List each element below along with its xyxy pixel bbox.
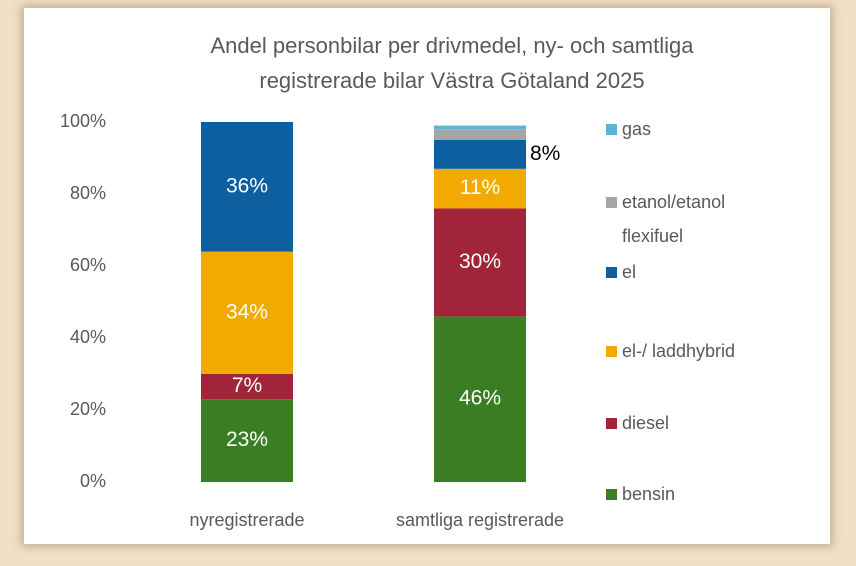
y-tick-label: 20% bbox=[70, 399, 106, 419]
legend-label: el bbox=[622, 262, 637, 282]
legend-swatch bbox=[606, 197, 617, 208]
legend-swatch bbox=[606, 346, 617, 357]
chart-panel bbox=[24, 8, 830, 544]
legend-item: diesel bbox=[606, 406, 806, 440]
legend-swatch bbox=[606, 489, 617, 500]
data-label: 23% bbox=[226, 428, 268, 451]
data-label: 11% bbox=[460, 176, 500, 199]
chart-title: registrerade bilar Västra Götaland 2025 bbox=[259, 68, 644, 93]
x-tick-label: nyregistrerade bbox=[189, 510, 304, 530]
bar-segment bbox=[434, 208, 526, 317]
y-tick-label: 80% bbox=[70, 183, 106, 203]
bar-segment bbox=[201, 399, 293, 482]
chart-title: Andel personbilar per drivmedel, ny- och… bbox=[210, 33, 694, 58]
legend-label: gas bbox=[622, 119, 652, 139]
y-tick-label: 100% bbox=[60, 111, 106, 131]
legend-label: el-/ laddhybrid bbox=[622, 341, 736, 361]
bar-segment bbox=[434, 168, 526, 209]
legend-label: bensin bbox=[622, 484, 676, 504]
legend-item: gas bbox=[606, 112, 806, 146]
legend-swatch bbox=[606, 418, 617, 429]
data-label: 34% bbox=[226, 300, 268, 323]
bar-segment bbox=[434, 125, 526, 130]
x-tick-label: samtliga registrerade bbox=[396, 510, 564, 530]
legend-swatch bbox=[606, 267, 617, 278]
data-label: 30% bbox=[459, 250, 501, 273]
data-label: 46% bbox=[459, 387, 501, 410]
legend-label: diesel bbox=[622, 413, 670, 433]
bar-segment bbox=[201, 251, 293, 374]
bar-segment bbox=[434, 129, 526, 140]
y-tick-label: 0% bbox=[80, 471, 106, 491]
y-tick-label: 60% bbox=[70, 255, 106, 275]
bar-segment bbox=[434, 316, 526, 482]
legend-label: etanol/etanol flexifuel bbox=[622, 192, 726, 246]
legend-item: el bbox=[606, 255, 806, 289]
data-label: 8% bbox=[530, 142, 560, 165]
data-label: 36% bbox=[226, 174, 268, 197]
y-tick-label: 40% bbox=[70, 327, 106, 347]
legend-swatch bbox=[606, 124, 617, 135]
legend-item: etanol/etanol flexifuel bbox=[606, 185, 806, 253]
legend-item: el-/ laddhybrid bbox=[606, 334, 806, 368]
bar-segment bbox=[201, 122, 293, 252]
data-label: 7% bbox=[232, 374, 262, 397]
bar-segment bbox=[434, 140, 526, 169]
bar-segment bbox=[201, 374, 293, 400]
legend-item: bensin bbox=[606, 477, 806, 511]
